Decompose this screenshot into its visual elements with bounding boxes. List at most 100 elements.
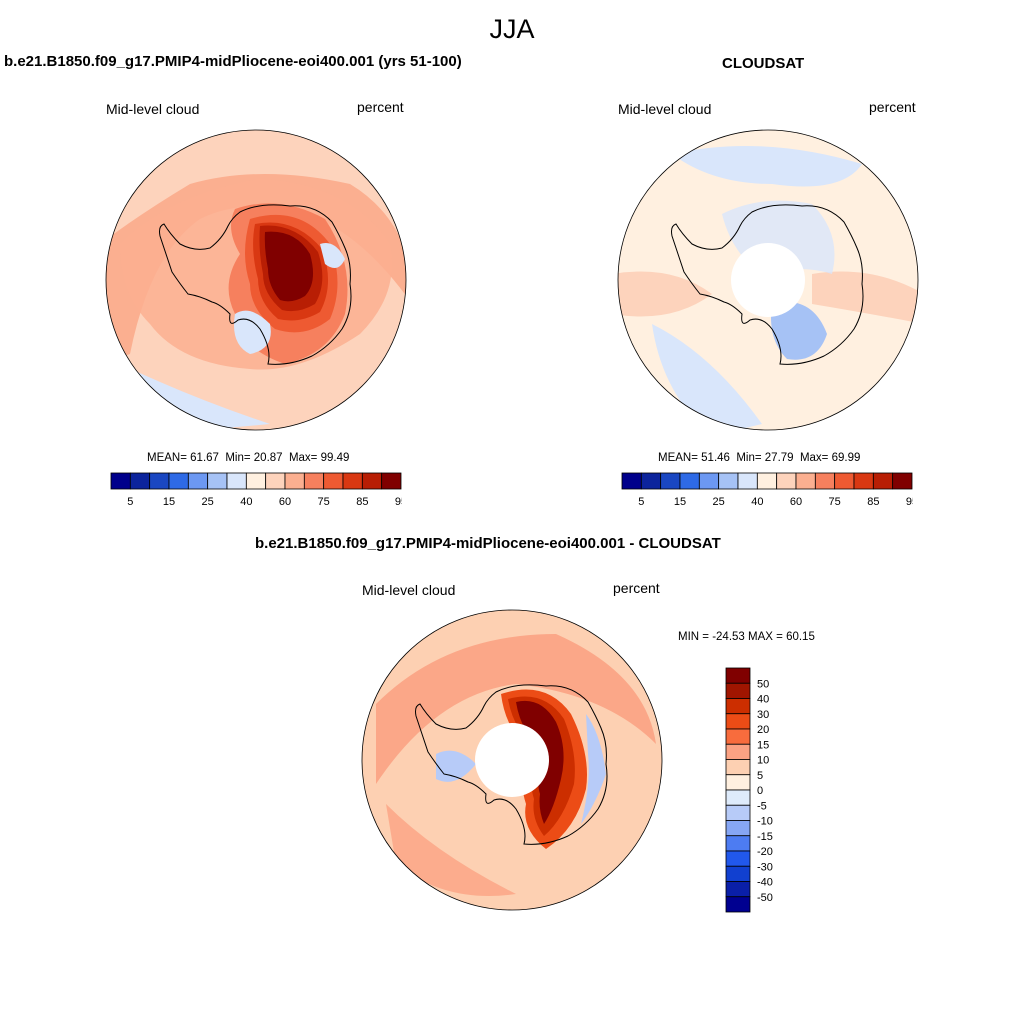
- panel1-stats: MEAN= 61.67 Min= 20.87 Max= 99.49: [147, 452, 349, 464]
- panel2-colorbar-box: [621, 472, 642, 490]
- panel1-colorbar-box: [342, 472, 363, 490]
- panel3-warm-band: [376, 634, 656, 784]
- panel2-colorbar-box: [834, 472, 855, 490]
- panel3-max-value: 60.15: [786, 631, 815, 643]
- panel2-colorbar-box: [814, 472, 836, 490]
- panel3-colorbar-box: [725, 865, 751, 882]
- panel3-colorbar-tick-label: -15: [757, 831, 773, 843]
- panel1-blue-patch: [320, 243, 345, 268]
- panel2-colorbar-box: [718, 472, 739, 490]
- panel1-max-value: 99.49: [320, 452, 350, 464]
- panel1-colorbar-tick-label: 75: [318, 496, 330, 508]
- panel2-colorbar-box: [853, 472, 874, 490]
- panel2-mean-value: 51.46: [701, 452, 730, 464]
- panel3-colorbar-tick-label: -10: [757, 816, 773, 828]
- panel3-negative-east: [581, 714, 606, 824]
- panel1-left-label: Mid-level cloud: [106, 101, 200, 117]
- panel3-colorbar-box: [725, 804, 751, 821]
- panel2-colorbar-tick-label: 5: [638, 496, 644, 508]
- panel1-colorbar-box: [226, 472, 247, 490]
- panel3-map: [361, 609, 663, 911]
- panel1-right-label: percent: [357, 99, 404, 115]
- panel3-map-border: [361, 609, 663, 911]
- panel2-colorbar-box: [795, 472, 816, 490]
- panel3-colorbar-box: [725, 820, 751, 837]
- panel3-colorbar-tick-label: 5: [757, 770, 763, 782]
- panel3-max-label: MAX =: [748, 631, 783, 643]
- panel2-colorbar-tick-label: 95: [906, 496, 913, 508]
- panel2-colorbar-box: [737, 472, 758, 490]
- panel2-map: [617, 129, 919, 431]
- panel2-colorbar-box: [640, 472, 662, 490]
- panel1-colorbar-box: [110, 472, 131, 490]
- panel2-colorbar-tick-label: 25: [713, 496, 725, 508]
- panel1-colorbar-box: [381, 472, 402, 490]
- panel2-map-border: [617, 129, 919, 431]
- panel1-colorbar-box: [168, 472, 189, 490]
- panel1-colorbar-tick-label: 85: [356, 496, 368, 508]
- panel1-colorbar-box: [207, 472, 228, 490]
- panel1-map: [105, 129, 407, 431]
- panel3-colorbar-tick-label: 50: [757, 678, 769, 690]
- panel3-colorbar-box: [725, 881, 751, 898]
- panel3-stats: MIN = -24.53 MAX = 60.15: [678, 631, 815, 643]
- panel3-colorbar-box: [725, 682, 751, 699]
- panel2-warm-west: [618, 271, 712, 317]
- panel2-colorbar-box: [756, 472, 778, 490]
- panel1-title: b.e21.B1850.f09_g17.PMIP4-midPliocene-eo…: [4, 53, 462, 70]
- panel1-colorbar-tick-label: 40: [240, 496, 252, 508]
- panel2-title: CLOUDSAT: [722, 55, 805, 72]
- panel3-colorbar-tick-label: 15: [757, 739, 769, 751]
- panel1-coastline: [159, 204, 352, 365]
- panel1-colorbar-box: [245, 472, 267, 490]
- panel1-colorbar-box: [284, 472, 305, 490]
- panel2-left-label: Mid-level cloud: [618, 101, 712, 117]
- panel2-colorbar-tick-label: 40: [751, 496, 763, 508]
- panel1-colorbar-box: [187, 472, 209, 490]
- panel3-colorbar-box: [725, 835, 751, 852]
- panel3-colorbar-box: [725, 774, 751, 791]
- panel2-colorbar-box: [872, 472, 894, 490]
- panel1-colorbar: 5 15 25 40 60 75 85 95: [110, 472, 402, 508]
- panel2-colorbar-box: [698, 472, 720, 490]
- panel3-colorbar-box: [725, 667, 751, 684]
- panel2-colorbar-box: [892, 472, 913, 490]
- panel1-max-core: [264, 231, 314, 302]
- panel2-blue-ross: [771, 302, 827, 360]
- panel2-stats: MEAN= 51.46 Min= 27.79 Max= 69.99: [658, 452, 860, 464]
- panel2-pole-mask: [731, 243, 805, 317]
- panel3-colorbar-box: [725, 789, 751, 806]
- panel3-colorbar-box: [725, 698, 751, 715]
- panel3-colorbar-tick-label: -20: [757, 846, 773, 858]
- panel3-colorbar-box: [725, 896, 751, 913]
- panel3-warm-south: [386, 804, 516, 896]
- panel3-colorbar-box: [725, 713, 751, 730]
- panel2-colorbar-tick-label: 15: [674, 496, 686, 508]
- panel1-colorbar-box: [129, 472, 151, 490]
- panel2-coastline: [671, 204, 864, 365]
- panel3-colorbar-tick-label: -50: [757, 892, 773, 904]
- panel1-mean-value: 61.67: [190, 452, 219, 464]
- panel3-min-label: MIN =: [678, 631, 709, 643]
- panel2-mean-label: MEAN=: [658, 452, 698, 464]
- panel1-colorbar-box: [323, 472, 344, 490]
- panel2-colorbar-box: [776, 472, 797, 490]
- panel2-colorbar-tick-label: 85: [867, 496, 879, 508]
- panel3-colorbar-tick-label: 20: [757, 724, 769, 736]
- panel2-colorbar-tick-label: 75: [829, 496, 841, 508]
- panel3-colorbar-tick-label: -40: [757, 877, 773, 889]
- panel2-colorbar-tick-label: 60: [790, 496, 802, 508]
- panel3-min-value: -24.53: [712, 631, 745, 643]
- panel3-title: b.e21.B1850.f09_g17.PMIP4-midPliocene-eo…: [255, 535, 721, 552]
- panel3-colorbar-tick-label: -5: [757, 800, 767, 812]
- panel1-mean-label: MEAN=: [147, 452, 187, 464]
- panel2-colorbar-box: [679, 472, 700, 490]
- panel1-colorbar-box: [303, 472, 325, 490]
- panel1-colorbar-tick-label: 95: [395, 496, 402, 508]
- panel1-colorbar-tick-label: 15: [163, 496, 175, 508]
- panel1-colorbar-tick-label: 25: [202, 496, 214, 508]
- panel2-min-label: Min=: [736, 452, 762, 464]
- panel2-max-label: Max=: [799, 452, 829, 464]
- panel2-warm-east: [812, 271, 918, 324]
